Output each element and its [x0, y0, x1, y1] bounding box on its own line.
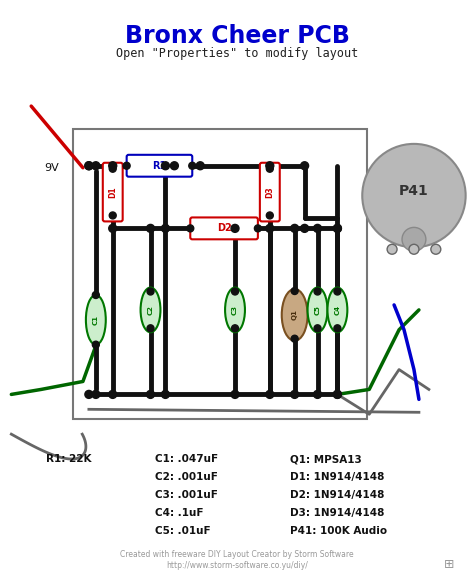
Circle shape — [334, 325, 341, 332]
Circle shape — [291, 288, 298, 294]
Circle shape — [402, 228, 426, 251]
Text: Q1: Q1 — [292, 309, 298, 321]
Circle shape — [109, 212, 116, 219]
Text: C2: .001uF: C2: .001uF — [155, 472, 219, 482]
Circle shape — [170, 162, 178, 170]
Circle shape — [231, 325, 238, 332]
Circle shape — [92, 162, 100, 170]
Circle shape — [291, 390, 299, 398]
Circle shape — [314, 288, 321, 295]
Circle shape — [162, 225, 169, 232]
Circle shape — [333, 390, 341, 398]
Circle shape — [333, 225, 341, 232]
Ellipse shape — [86, 295, 106, 345]
FancyBboxPatch shape — [190, 218, 258, 239]
Circle shape — [255, 225, 261, 232]
Text: C5: C5 — [315, 305, 320, 315]
Ellipse shape — [225, 288, 245, 332]
Circle shape — [266, 390, 274, 398]
Circle shape — [162, 162, 169, 170]
Circle shape — [266, 165, 273, 172]
Circle shape — [266, 225, 274, 232]
Circle shape — [291, 225, 299, 232]
Circle shape — [313, 225, 321, 232]
Bar — [73, 129, 367, 419]
Text: R1: R1 — [152, 161, 166, 171]
Text: D1: 1N914/4148: D1: 1N914/4148 — [290, 472, 384, 482]
Text: C2: C2 — [147, 305, 154, 315]
Circle shape — [301, 225, 309, 232]
Circle shape — [266, 162, 274, 170]
Text: D3: D3 — [265, 186, 274, 198]
Text: ⊞: ⊞ — [444, 559, 454, 572]
Circle shape — [109, 165, 116, 172]
Circle shape — [291, 335, 298, 342]
Text: Created with freeware DIY Layout Creator by Storm Software: Created with freeware DIY Layout Creator… — [120, 550, 354, 559]
Text: C4: C4 — [335, 305, 340, 315]
Circle shape — [333, 225, 341, 232]
Circle shape — [162, 390, 169, 398]
Circle shape — [231, 225, 239, 232]
Text: Bronx Cheer PCB: Bronx Cheer PCB — [125, 23, 349, 47]
Circle shape — [123, 162, 130, 169]
Circle shape — [92, 291, 100, 298]
Ellipse shape — [328, 288, 347, 332]
Text: C1: .047uF: C1: .047uF — [155, 454, 219, 464]
Text: P41: 100K Audio: P41: 100K Audio — [290, 526, 387, 536]
Text: D2: D2 — [217, 223, 231, 233]
Text: R1: 22K: R1: 22K — [46, 454, 91, 464]
Circle shape — [189, 162, 196, 169]
Text: D3: 1N914/4148: D3: 1N914/4148 — [290, 508, 384, 518]
Circle shape — [431, 245, 441, 254]
Circle shape — [362, 144, 465, 247]
FancyBboxPatch shape — [103, 163, 123, 221]
Circle shape — [85, 390, 93, 398]
Circle shape — [231, 288, 238, 295]
FancyBboxPatch shape — [127, 155, 192, 177]
Circle shape — [387, 245, 397, 254]
Text: Open "Properties" to modify layout: Open "Properties" to modify layout — [116, 47, 358, 60]
Circle shape — [409, 245, 419, 254]
Circle shape — [313, 390, 321, 398]
Text: D1: D1 — [108, 186, 117, 198]
Text: C3: C3 — [232, 305, 238, 315]
Circle shape — [109, 162, 117, 170]
Circle shape — [85, 162, 93, 170]
Text: P41: P41 — [399, 184, 429, 198]
Circle shape — [231, 390, 239, 398]
Circle shape — [85, 162, 93, 170]
Circle shape — [187, 225, 194, 232]
Text: Q1: MPSA13: Q1: MPSA13 — [290, 454, 362, 464]
Circle shape — [314, 325, 321, 332]
Text: http://www.storm-software.co.yu/diy/: http://www.storm-software.co.yu/diy/ — [166, 562, 308, 570]
Circle shape — [334, 288, 341, 295]
Text: 9V: 9V — [44, 163, 59, 173]
Circle shape — [333, 390, 341, 398]
Circle shape — [92, 390, 100, 398]
Circle shape — [147, 325, 154, 332]
Circle shape — [266, 212, 273, 219]
Text: D2: 1N914/4148: D2: 1N914/4148 — [290, 490, 384, 500]
Circle shape — [92, 341, 100, 348]
Text: C4: .1uF: C4: .1uF — [155, 508, 204, 518]
Circle shape — [146, 225, 155, 232]
Ellipse shape — [308, 288, 328, 332]
Text: C3: .001uF: C3: .001uF — [155, 490, 219, 500]
Circle shape — [109, 390, 117, 398]
Circle shape — [301, 162, 309, 170]
Text: C1: C1 — [93, 315, 99, 325]
FancyBboxPatch shape — [260, 163, 280, 221]
Circle shape — [147, 288, 154, 295]
Ellipse shape — [141, 288, 161, 332]
Circle shape — [196, 162, 204, 170]
Ellipse shape — [282, 289, 308, 340]
Circle shape — [146, 390, 155, 398]
Circle shape — [109, 225, 117, 232]
Text: C5: .01uF: C5: .01uF — [155, 526, 211, 536]
